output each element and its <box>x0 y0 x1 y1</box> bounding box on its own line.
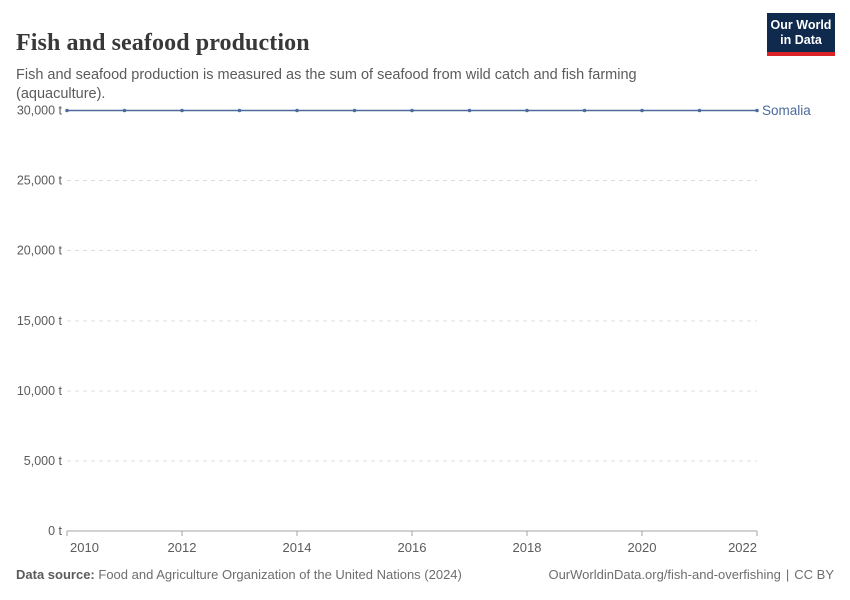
y-tick-label-25000: 25,000 t <box>17 174 63 188</box>
x-tick-label-2010: 2010 <box>70 540 99 555</box>
data-point-2019[interactable] <box>582 108 587 113</box>
data-point-2017[interactable] <box>467 108 472 113</box>
data-point-2013[interactable] <box>237 108 242 113</box>
x-tick-label-2018: 2018 <box>513 540 542 555</box>
footer-attribution: OurWorldinData.org/fish-and-overfishing … <box>548 567 834 582</box>
data-point-2016[interactable] <box>410 108 414 113</box>
x-tick-label-2014: 2014 <box>283 540 312 555</box>
chart-footer: Data source: Food and Agriculture Organi… <box>16 567 834 582</box>
y-tick-label-20000: 20,000 t <box>17 244 63 258</box>
x-tick-label-2016: 2016 <box>398 540 427 555</box>
y-tick-label-30000: 30,000 t <box>17 104 63 118</box>
data-point-2022[interactable] <box>755 108 759 113</box>
data-point-2021[interactable] <box>697 108 702 113</box>
y-tick-label-0: 0 t <box>48 524 62 538</box>
data-point-2011[interactable] <box>122 108 127 113</box>
y-tick-label-10000: 10,000 t <box>17 384 63 398</box>
entity-label-somalia[interactable]: Somalia <box>762 103 811 118</box>
x-tick-label-2012: 2012 <box>168 540 197 555</box>
y-tick-label-5000: 5,000 t <box>24 454 63 468</box>
data-point-2014[interactable] <box>295 108 299 113</box>
data-point-2015[interactable] <box>352 108 357 113</box>
footer-separator: | <box>785 567 790 582</box>
data-point-2012[interactable] <box>180 108 184 113</box>
owid-logo[interactable]: Our World in Data <box>767 13 835 56</box>
owid-logo-line1: Our World <box>770 18 832 32</box>
y-tick-label-15000: 15,000 t <box>17 314 63 328</box>
data-point-2010[interactable] <box>65 108 69 113</box>
datasource-text: Food and Agriculture Organization of the… <box>98 567 462 582</box>
footer-url-link[interactable]: OurWorldinData.org/fish-and-overfishing <box>548 567 781 582</box>
footer-datasource: Data source: Food and Agriculture Organi… <box>16 567 462 582</box>
x-tick-label-2022: 2022 <box>728 540 757 555</box>
data-point-2020[interactable] <box>640 108 644 113</box>
line-chart-canvas[interactable]: 0 t 5,000 t 10,000 t 15,000 t 20,000 t 25,000… <box>0 95 850 565</box>
footer-license: CC BY <box>794 567 834 582</box>
owid-logo-line2: in Data <box>780 33 822 47</box>
chart-subtitle: Fish and seafood production is measured … <box>16 66 637 102</box>
datasource-label: Data source: <box>16 567 95 582</box>
x-tick-label-2020: 2020 <box>628 540 657 555</box>
data-point-2018[interactable] <box>525 108 529 113</box>
chart-title: Fish and seafood production <box>16 30 310 57</box>
